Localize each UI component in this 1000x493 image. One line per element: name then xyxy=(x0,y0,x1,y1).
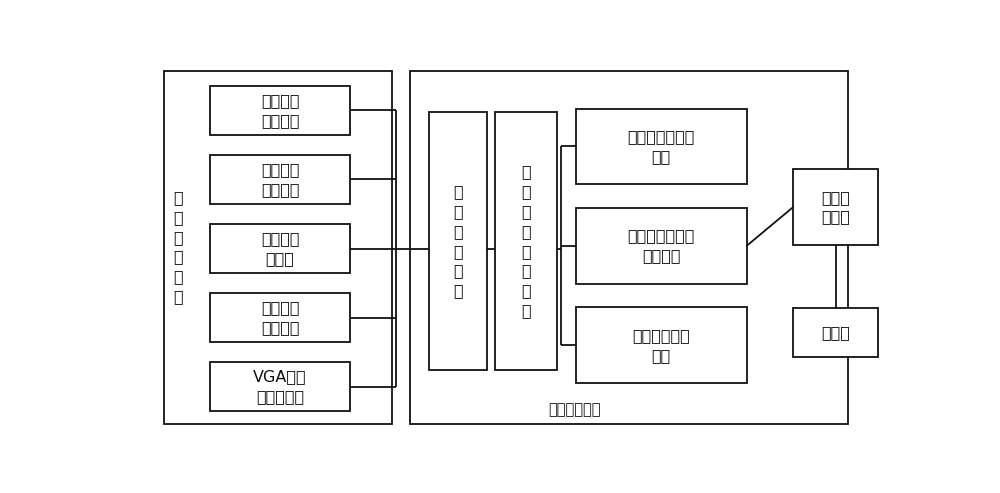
Bar xyxy=(429,112,487,370)
Text: 客户端: 客户端 xyxy=(821,325,850,340)
Text: 数据分析系统: 数据分析系统 xyxy=(548,402,601,417)
Text: 数
据
类
型
判
断
模
块: 数 据 类 型 判 断 模 块 xyxy=(522,165,531,318)
Text: 数据库采
集子模块: 数据库采 集子模块 xyxy=(261,93,299,128)
Bar xyxy=(793,169,878,245)
Bar xyxy=(793,308,878,357)
Text: 数
据
采
集
模
块: 数 据 采 集 模 块 xyxy=(173,190,183,304)
Bar xyxy=(210,362,350,412)
Text: VGA视频
采集子模块: VGA视频 采集子模块 xyxy=(253,369,307,404)
Bar xyxy=(576,308,747,384)
Bar xyxy=(576,208,747,284)
Bar xyxy=(210,293,350,342)
Text: 控制器采
集子模块: 控制器采 集子模块 xyxy=(261,300,299,335)
Text: 传感器采
集子模块: 传感器采 集子模块 xyxy=(261,162,299,197)
Bar xyxy=(576,108,747,184)
Text: 生产质量分析
模块: 生产质量分析 模块 xyxy=(632,328,690,363)
Text: 曲线绘制与分析
模块: 曲线绘制与分析 模块 xyxy=(628,129,695,164)
Bar xyxy=(210,224,350,273)
Bar xyxy=(495,112,557,370)
Bar xyxy=(210,155,350,204)
Text: 数
据
存
储
模
块: 数 据 存 储 模 块 xyxy=(453,184,463,298)
Bar xyxy=(164,70,392,423)
Bar xyxy=(410,70,848,423)
Text: 界面采集
子模块: 界面采集 子模块 xyxy=(261,231,299,266)
Text: 人机交
互界面: 人机交 互界面 xyxy=(821,190,850,225)
Bar xyxy=(210,86,350,135)
Text: 采集数据真实性
分析模块: 采集数据真实性 分析模块 xyxy=(628,229,695,263)
